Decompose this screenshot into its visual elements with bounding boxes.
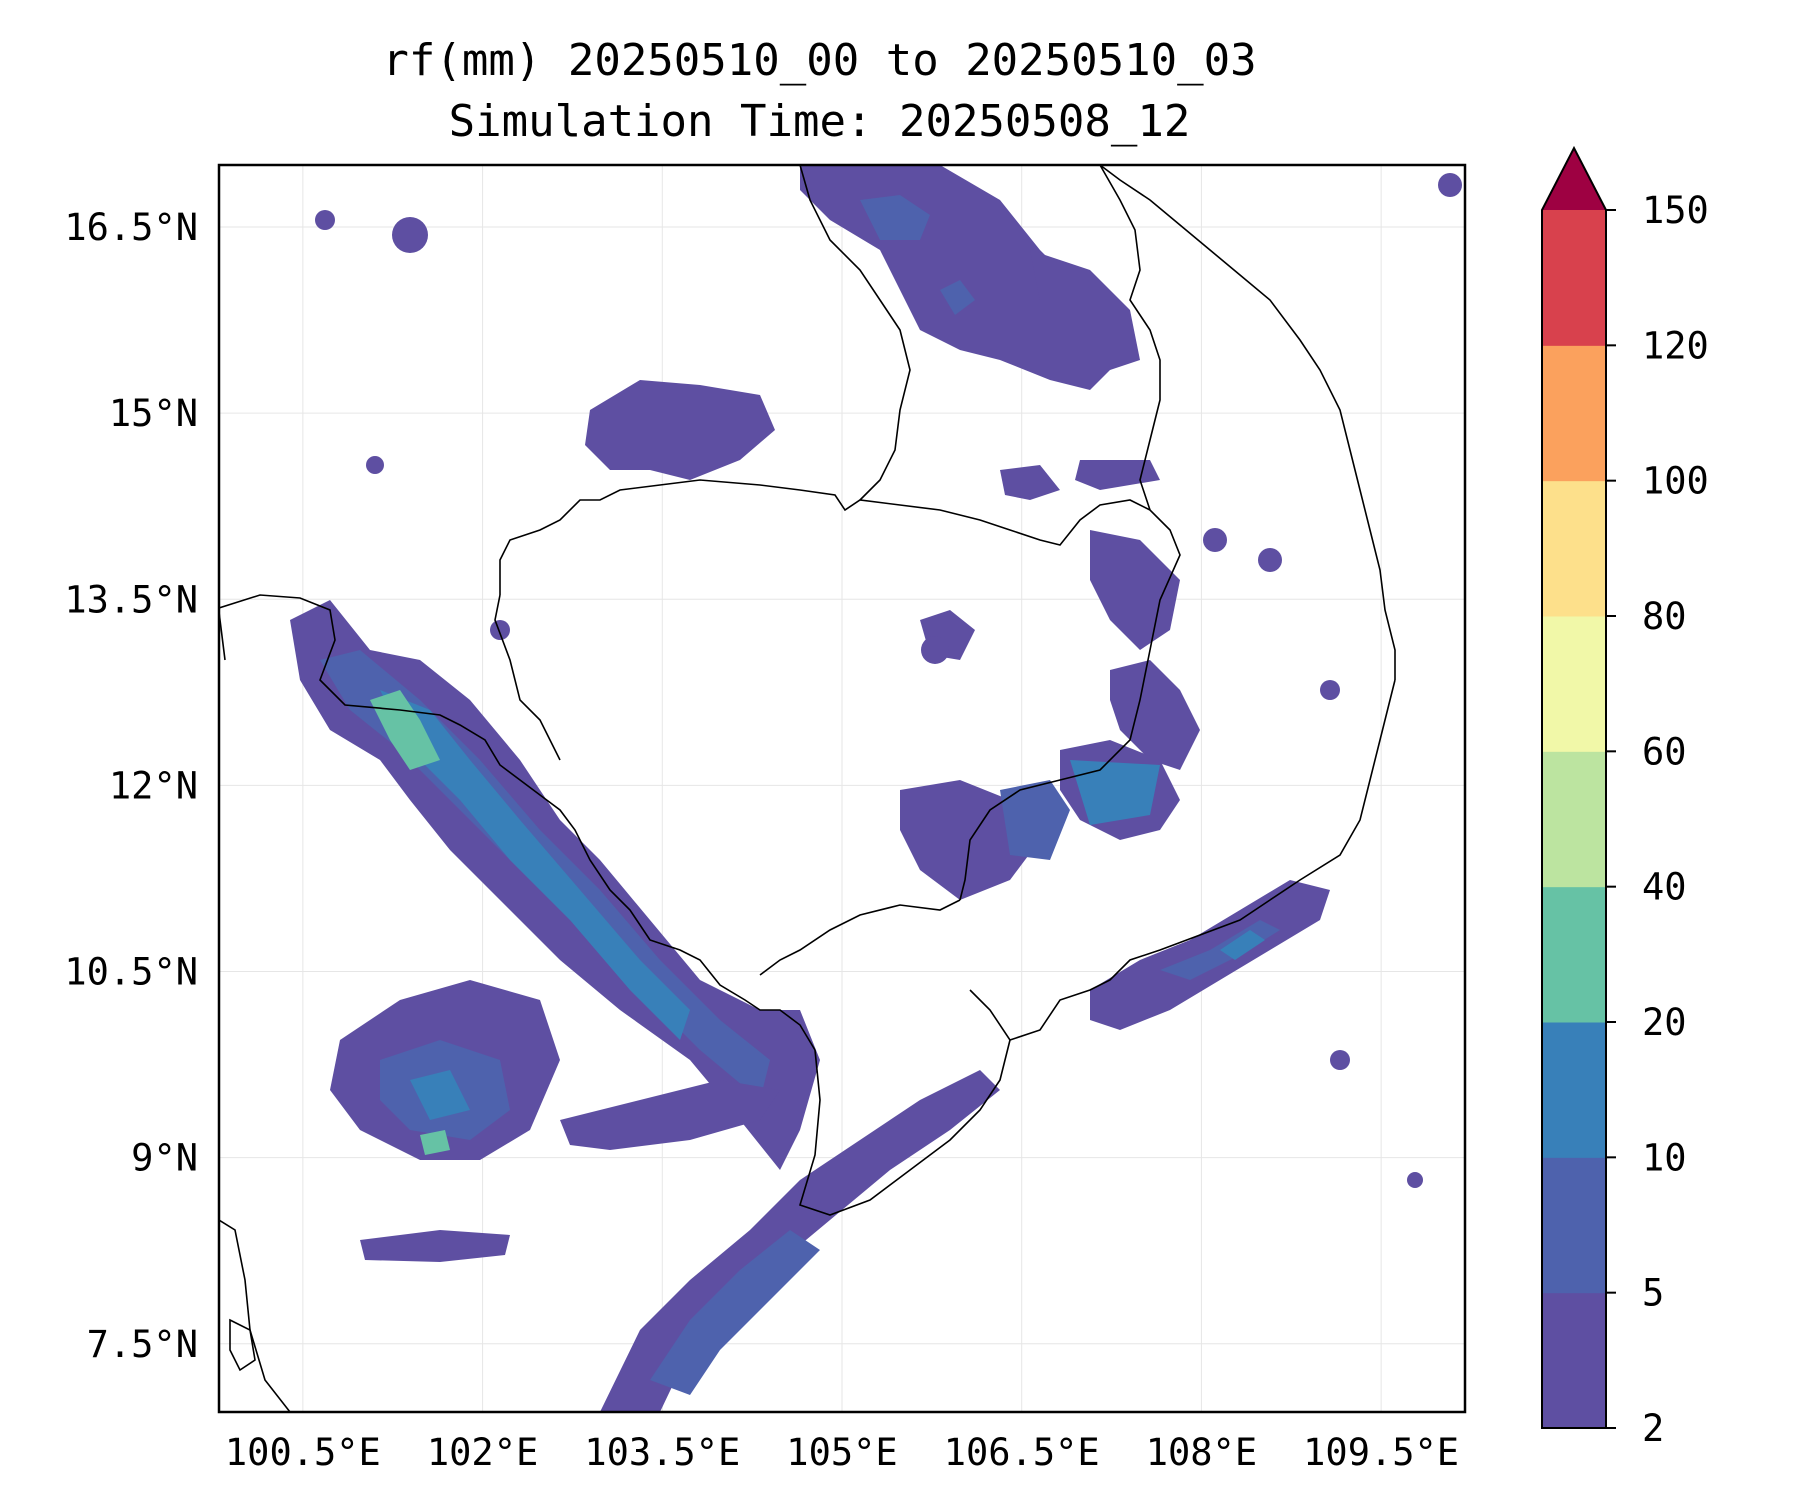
rainfall-area [1203,528,1227,552]
colorbar-tick-label: 100 [1642,460,1709,503]
colorbar-tick-label: 150 [1642,189,1709,232]
lat-tick-label: 9°N [131,1137,198,1180]
colorbar: 2 5 10 20 40 60 80 100 120 150 [1541,145,1709,1450]
colorbar-bin [1542,1157,1606,1294]
rainfall-area [860,195,930,240]
rainfall-field [290,165,1462,1412]
rainfall-area [650,1230,820,1395]
gridlines [219,165,1465,1412]
rainfall-area [1330,1050,1350,1070]
lon-ticks: 100.5°E 102°E 103.5°E 105°E 106.5°E 108°E 109.… [225,1431,1459,1474]
border [494,594,561,761]
lon-tick-label: 105°E [786,1431,897,1474]
rainfall-area [1407,1172,1423,1188]
colorbar-bin [1542,751,1606,888]
rainfall-area [392,217,428,253]
rainfall-area [1110,660,1200,770]
colorbar-tick-label: 2 [1642,1407,1664,1450]
lat-tick-label: 15°N [109,392,198,435]
lat-tick-label: 13.5°N [64,578,198,621]
lon-tick-label: 102°E [427,1431,538,1474]
colorbar-outline [1541,145,1607,1429]
colorbar-tick-label: 10 [1642,1136,1687,1179]
rainfall-area [921,636,949,664]
lon-tick-label: 106.5°E [944,1431,1100,1474]
map-frame [217,163,1467,1414]
lat-tick-label: 12°N [109,764,198,807]
border [799,165,911,501]
coastline [1099,165,1396,680]
rainfall-area [370,690,440,770]
rainfall-area [1320,680,1340,700]
colorbar-tick-label: 60 [1642,730,1687,773]
rainfall-area [1090,530,1180,650]
rainfall-area [1000,465,1060,500]
rainfall-area [420,1130,450,1155]
border [1099,165,1161,511]
colorbar-tick-label: 20 [1642,1001,1687,1044]
rainfall-area [1075,460,1160,490]
lat-tick-label: 16.5°N [64,206,198,249]
lon-tick-label: 100.5°E [225,1431,381,1474]
rainfall-area [940,280,975,315]
coastline [219,594,816,1051]
colorbar-tick-label: 120 [1642,324,1709,367]
map-subtitle: Simulation Time: 20250508_12 [448,96,1191,147]
lat-ticks: 7.5°N 9°N 10.5°N 12°N 13.5°N 15°N 16.5°N [64,206,198,1366]
lat-tick-label: 10.5°N [64,951,198,994]
colorbar-tick-label: 80 [1642,595,1687,638]
colorbar-tick-label: 40 [1642,866,1687,909]
colorbar-bin [1542,616,1606,752]
colorbar-bin [1542,345,1606,482]
rainfall-area [315,210,335,230]
lon-tick-label: 109.5°E [1303,1431,1459,1474]
rainfall-area [560,1080,780,1150]
rainfall-area [360,1230,510,1262]
colorbar-bin [1542,1022,1606,1158]
rainfall-area [1070,760,1160,825]
border [759,899,961,976]
rainfall-area [1030,250,1140,370]
rainfall-area [1000,780,1070,860]
coastlines [219,165,1396,1412]
rainfall-area [490,620,510,640]
colorbar-bin [1542,210,1606,346]
rainfall-area [585,380,775,480]
lat-tick-label: 7.5°N [87,1323,198,1366]
colorbar-bin [1542,886,1606,1023]
colorbar-bin [1542,1292,1606,1429]
map-title: rf(mm) 20250510_00 to 20250510_03 [382,35,1257,86]
rainfall-area [410,1070,470,1120]
coastline [219,1219,291,1412]
rainfall-area [1220,930,1265,960]
rainfall-area [1438,173,1462,197]
lon-tick-label: 108°E [1146,1431,1257,1474]
colorbar-extend-arrow [1542,148,1606,210]
colorbar-bin [1542,480,1606,617]
rainfall-area [380,690,690,1040]
coastline [1009,679,1396,1041]
rainfall-area [366,456,384,474]
coastline [229,1318,256,1372]
rainfall-area [1258,548,1282,572]
border [499,479,1181,901]
lon-tick-label: 103.5°E [584,1431,740,1474]
colorbar-tick-label: 5 [1642,1272,1664,1315]
